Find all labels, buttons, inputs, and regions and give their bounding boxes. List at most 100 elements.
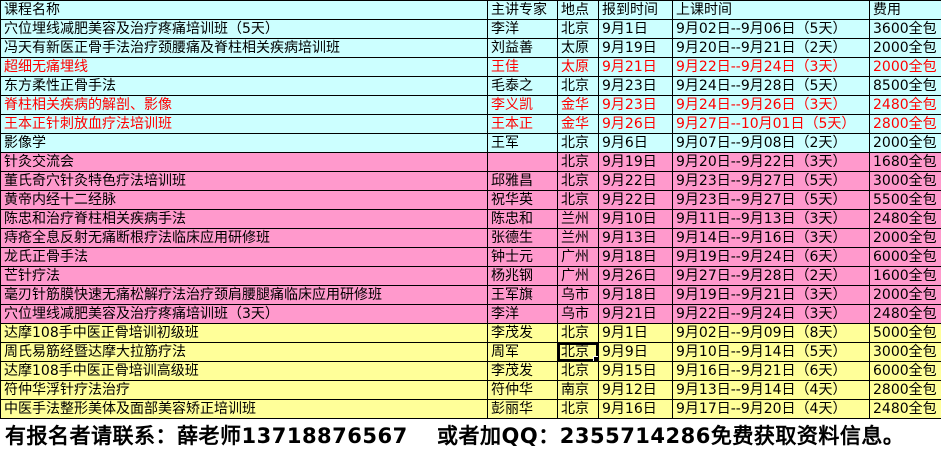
cell-class-time[interactable]: 9月23日--9月27日（5天） xyxy=(673,191,870,210)
cell-lecturer[interactable]: 李茂发 xyxy=(488,324,558,343)
cell-fee[interactable]: 2480全包 xyxy=(870,400,941,419)
cell-location[interactable]: 北京 xyxy=(558,324,599,343)
cell-reg-time[interactable]: 9月18日 xyxy=(599,248,673,267)
cell-fee[interactable]: 5500全包 xyxy=(870,191,941,210)
cell-location[interactable]: 北京 xyxy=(558,134,599,153)
cell-class-time[interactable]: 9月23日--9月27日（5天） xyxy=(673,172,870,191)
cell-fee[interactable]: 2000全包 xyxy=(870,229,941,248)
cell-course-name[interactable]: 痔疮全息反射无痛断根疗法临床应用研修班 xyxy=(1,229,488,248)
cell-course-name[interactable]: 达摩108手中医正骨培训高级班 xyxy=(1,362,488,381)
cell-lecturer[interactable]: 李洋 xyxy=(488,20,558,39)
cell-class-time[interactable]: 9月11日--9月13日（3天） xyxy=(673,210,870,229)
cell-lecturer[interactable]: 王本正 xyxy=(488,115,558,134)
cell-course-name[interactable]: 毫刃针筋膜快速无痛松解疗法治疗颈肩腰腿痛临床应用研修班 xyxy=(1,286,488,305)
cell-reg-time[interactable]: 9月26日 xyxy=(599,267,673,286)
cell-class-time[interactable]: 9月19日--9月21日（3天） xyxy=(673,286,870,305)
cell-class-time[interactable]: 9月07日--9月08日（2天） xyxy=(673,134,870,153)
cell-reg-time[interactable]: 9月1日 xyxy=(599,20,673,39)
cell-class-time[interactable]: 9月02日--9月09日（8天） xyxy=(673,324,870,343)
cell-course-name[interactable]: 穴位埋线减肥美容及治疗疼痛培训班（5天） xyxy=(1,20,488,39)
cell-location[interactable]: 北京 xyxy=(558,20,599,39)
column-header-lecturer[interactable]: 主讲专家 xyxy=(488,1,558,20)
cell-lecturer[interactable]: 王军旗 xyxy=(488,286,558,305)
cell-reg-time[interactable]: 9月12日 xyxy=(599,381,673,400)
cell-lecturer[interactable]: 张德生 xyxy=(488,229,558,248)
cell-lecturer[interactable]: 毛泰之 xyxy=(488,77,558,96)
cell-course-name[interactable]: 穴位埋线减肥美容及治疗疼痛培训班（3天） xyxy=(1,305,488,324)
cell-class-time[interactable]: 9月27日--10月01日（5天） xyxy=(673,115,870,134)
cell-fee[interactable]: 8500全包 xyxy=(870,77,941,96)
cell-location[interactable]: 太原 xyxy=(558,39,599,58)
cell-fee[interactable]: 2480全包 xyxy=(870,210,941,229)
cell-location[interactable]: 南京 xyxy=(558,381,599,400)
column-header-reg-time[interactable]: 报到时间 xyxy=(599,1,673,20)
cell-lecturer[interactable]: 李茂发 xyxy=(488,362,558,381)
cell-class-time[interactable]: 9月02日--9月06日（5天） xyxy=(673,20,870,39)
cell-lecturer[interactable]: 李义凯 xyxy=(488,96,558,115)
cell-course-name[interactable]: 陈忠和治疗脊柱相关疾病手法 xyxy=(1,210,488,229)
cell-lecturer[interactable]: 王佳 xyxy=(488,58,558,77)
cell-location[interactable]: 金华 xyxy=(558,96,599,115)
cell-course-name[interactable]: 中医手法整形美体及面部美容矫正培训班 xyxy=(1,400,488,419)
cell-class-time[interactable]: 9月24日--9月26日（3天） xyxy=(673,96,870,115)
cell-location[interactable]: 兰州 xyxy=(558,210,599,229)
cell-lecturer[interactable] xyxy=(488,153,558,172)
cell-reg-time[interactable]: 9月10日 xyxy=(599,210,673,229)
cell-fee[interactable]: 2800全包 xyxy=(870,115,941,134)
cell-lecturer[interactable]: 周军 xyxy=(488,343,558,362)
cell-fee[interactable]: 2000全包 xyxy=(870,134,941,153)
cell-course-name[interactable]: 冯天有新医正骨手法治疗颈腰痛及脊柱相关疾病培训班 xyxy=(1,39,488,58)
cell-course-name[interactable]: 超细无痛埋线 xyxy=(1,58,488,77)
cell-course-name[interactable]: 脊柱相关疾病的解剖、影像 xyxy=(1,96,488,115)
cell-lecturer[interactable]: 陈忠和 xyxy=(488,210,558,229)
cell-lecturer[interactable]: 王军 xyxy=(488,134,558,153)
cell-reg-time[interactable]: 9月13日 xyxy=(599,229,673,248)
cell-class-time[interactable]: 9月19日--9月24日（6天） xyxy=(673,248,870,267)
contact-banner[interactable]: 有报名者请联系：薛老师13718876567 或者加QQ：2355714286免… xyxy=(0,419,941,450)
cell-fee[interactable]: 1600全包 xyxy=(870,267,941,286)
cell-class-time[interactable]: 9月16日--9月21日（6天） xyxy=(673,362,870,381)
cell-reg-time[interactable]: 9月19日 xyxy=(599,39,673,58)
cell-reg-time[interactable]: 9月16日 xyxy=(599,400,673,419)
cell-fee[interactable]: 3600全包 xyxy=(870,20,941,39)
cell-class-time[interactable]: 9月17日--9月20日（4天） xyxy=(673,400,870,419)
cell-location[interactable]: 金华 xyxy=(558,115,599,134)
cell-fee[interactable]: 5000全包 xyxy=(870,324,941,343)
selection-fill-handle[interactable] xyxy=(593,356,598,361)
column-header-class-time[interactable]: 上课时间 xyxy=(673,1,870,20)
cell-reg-time[interactable]: 9月21日 xyxy=(599,58,673,77)
cell-fee[interactable]: 2000全包 xyxy=(870,58,941,77)
cell-location[interactable]: 广州 xyxy=(558,248,599,267)
cell-reg-time[interactable]: 9月22日 xyxy=(599,172,673,191)
cell-fee[interactable]: 3000全包 xyxy=(870,343,941,362)
cell-reg-time[interactable]: 9月22日 xyxy=(599,191,673,210)
cell-course-name[interactable]: 董氏奇穴针灸特色疗法培训班 xyxy=(1,172,488,191)
cell-fee[interactable]: 2000全包 xyxy=(870,286,941,305)
cell-location[interactable]: 北京 xyxy=(558,191,599,210)
cell-class-time[interactable]: 9月27日--9月28日（2天） xyxy=(673,267,870,286)
cell-lecturer[interactable]: 刘益善 xyxy=(488,39,558,58)
cell-class-time[interactable]: 9月13日--9月14日（4天） xyxy=(673,381,870,400)
cell-location[interactable]: 北京 xyxy=(558,343,599,362)
cell-reg-time[interactable]: 9月19日 xyxy=(599,153,673,172)
cell-class-time[interactable]: 9月10日--9月14日（5天） xyxy=(673,343,870,362)
cell-lecturer[interactable]: 祝华英 xyxy=(488,191,558,210)
cell-reg-time[interactable]: 9月6日 xyxy=(599,134,673,153)
column-header-fee[interactable]: 费用 xyxy=(870,1,941,20)
cell-lecturer[interactable]: 邱雅昌 xyxy=(488,172,558,191)
cell-class-time[interactable]: 9月24日--9月28日（5天） xyxy=(673,77,870,96)
cell-class-time[interactable]: 9月14日--9月16日（3天） xyxy=(673,229,870,248)
cell-class-time[interactable]: 9月22日--9月24日（3天） xyxy=(673,305,870,324)
cell-reg-time[interactable]: 9月26日 xyxy=(599,115,673,134)
cell-class-time[interactable]: 9月22日--9月24日（3天） xyxy=(673,58,870,77)
cell-lecturer[interactable]: 杨兆钢 xyxy=(488,267,558,286)
cell-location[interactable]: 太原 xyxy=(558,58,599,77)
cell-course-name[interactable]: 王本正针刺放血疗法培训班 xyxy=(1,115,488,134)
cell-location[interactable]: 广州 xyxy=(558,267,599,286)
cell-reg-time[interactable]: 9月15日 xyxy=(599,362,673,381)
cell-location[interactable]: 乌市 xyxy=(558,305,599,324)
cell-fee[interactable]: 3000全包 xyxy=(870,172,941,191)
column-header-location[interactable]: 地点 xyxy=(558,1,599,20)
cell-course-name[interactable]: 符仲华浮针疗法治疗 xyxy=(1,381,488,400)
cell-class-time[interactable]: 9月20日--9月21日（2天） xyxy=(673,39,870,58)
